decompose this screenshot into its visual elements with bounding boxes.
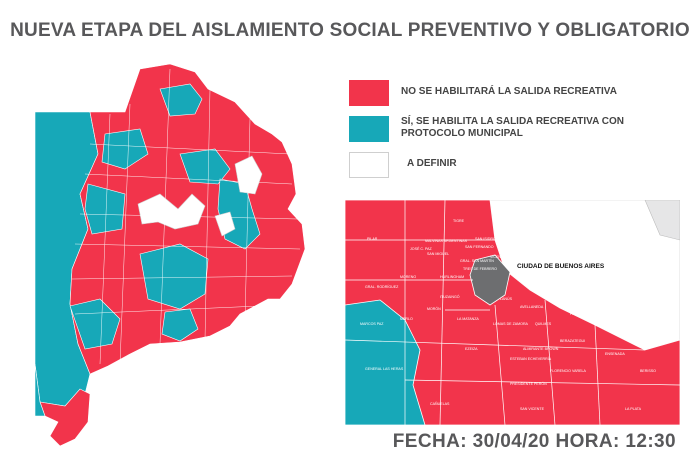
legend-swatch-white [349, 152, 389, 178]
caba-area [469, 254, 511, 306]
south-coast-teal [34, 363, 46, 417]
inset-place-label: SAN MIGUEL [427, 252, 449, 256]
inset-place-label: CAÑUELAS [430, 401, 450, 406]
inset-place-label: LANÚS [500, 296, 513, 301]
legend-swatch-red [349, 80, 389, 106]
inset-place-label: MALVINAS ARGENTINAS [425, 239, 468, 243]
inset-place-label: EZEIZA [465, 347, 478, 351]
inset-place-label: BERISSO [640, 369, 656, 373]
district-lines [71, 68, 301, 365]
inset-place-label: MERLO [400, 317, 413, 321]
inset-place-label: GENERAL LAS HERAS [365, 367, 404, 371]
teal-patch-south [161, 308, 199, 342]
inset-place-label: P. Quilmes [570, 312, 587, 316]
legend-item-red: NO SE HABILITARÁ LA SALIDA RECREATIVA [349, 80, 679, 106]
gray-corner [644, 200, 680, 241]
legend-label-red: NO SE HABILITARÁ LA SALIDA RECREATIVA [401, 86, 617, 97]
legend-item-white: A DEFINIR [349, 152, 679, 178]
date-time-footer: FECHA: 30/04/20 HORA: 12:30 [392, 431, 676, 452]
inset-place-label: GRAL. SAN MARTÍN [460, 259, 494, 263]
inset-place-label: SAN FERNANDO [465, 245, 494, 249]
white-area-east [214, 211, 236, 237]
legend-label-teal: SÍ, SE HABILITA LA SALIDA RECREATIVA CON… [401, 116, 624, 139]
inset-place-label: PILAR [367, 237, 378, 241]
province-south-tail [39, 388, 91, 447]
inset-place-label: ITUZAINGÓ [440, 294, 460, 299]
teal-patch-northwest [101, 128, 149, 170]
inset-place-label: ESTEBAN ECHEVERRÍA [510, 357, 552, 361]
inset-place-label: BERAZATEGUI [560, 339, 585, 343]
inset-place-label: SAN ISIDRO [475, 237, 496, 241]
inset-place-label: LA PLATA [625, 407, 642, 411]
inset-place-label: ALMIRANTE BROWN [523, 347, 559, 351]
page-title: NUEVA ETAPA DEL AISLAMIENTO SOCIAL PREVE… [10, 20, 690, 41]
inset-place-label: MARCOS PAZ [360, 322, 384, 326]
inset-place-label: MORENO [400, 275, 416, 279]
inset-place-label: GRAL. RODRÍGUEZ [365, 285, 399, 289]
inset-place-label: AVELLANEDA [520, 305, 544, 309]
inset-place-label: QUILMES [535, 322, 552, 326]
inset-place-label: MORÓN [427, 306, 441, 311]
legend-swatch-teal [349, 116, 389, 142]
inset-place-label: SAN VICENTE [520, 407, 545, 411]
inset-district-lines [345, 200, 680, 425]
teal-patch-center [139, 243, 209, 310]
teal-patch-west [84, 183, 126, 235]
inset-place-label: VICENTE LÓPEZ [490, 254, 519, 259]
inset-place-label: HURLINGHAM [440, 275, 464, 279]
inset-place-label: LA MATANZA [457, 317, 479, 321]
inset-place-label: ENSENADA [605, 352, 625, 356]
inset-land-red [345, 200, 680, 425]
legend-label-white: A DEFINIR [407, 158, 457, 169]
inset-place-label: TRES DE FEBRERO [463, 267, 497, 271]
inset-map: CIUDAD DE BUENOS AIRES PILAR TIGRE SAN FER… [345, 200, 680, 425]
inset-place-label: LOMAS DE ZAMORA [493, 322, 529, 326]
legend-item-teal: SÍ, SE HABILITA LA SALIDA RECREATIVA CON… [349, 116, 679, 142]
province-map [34, 63, 306, 447]
inset-place-label: FLORENCIO VARELA [550, 369, 586, 373]
teal-patch-southwest [69, 298, 121, 350]
inset-place-label: PRESIDENTE PERÓN [510, 381, 547, 386]
inset-place-label: TIGRE [453, 219, 465, 223]
white-area-center [137, 193, 206, 230]
caba-label: CIUDAD DE BUENOS AIRES [517, 263, 605, 270]
inset-place-label: JOSÉ C. PAZ [410, 246, 433, 251]
inset-place-label: P. Lara [630, 335, 641, 339]
legend: NO SE HABILITARÁ LA SALIDA RECREATIVA SÍ… [349, 80, 679, 188]
